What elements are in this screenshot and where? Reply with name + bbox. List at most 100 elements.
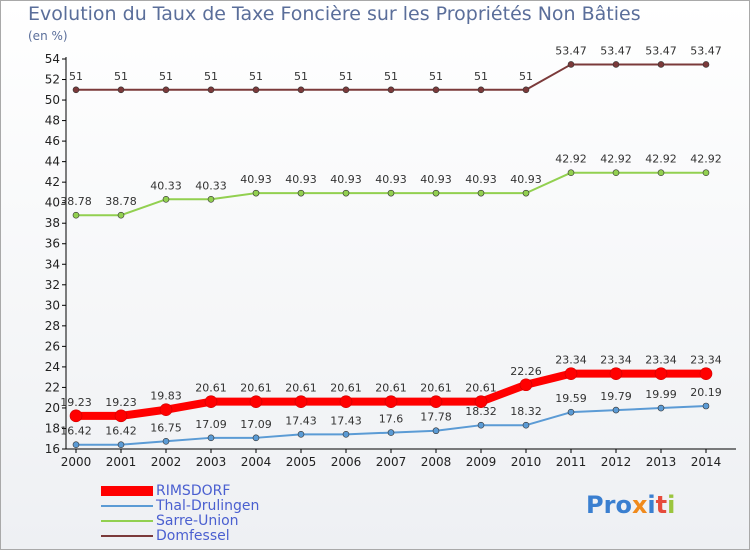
x-tick-label: 2006 [331, 455, 362, 469]
data-point [162, 195, 170, 203]
data-point [387, 86, 395, 94]
data-label: 40.33 [195, 179, 227, 192]
data-point [342, 86, 350, 94]
data-point [522, 86, 530, 94]
y-tick-label: 26 [45, 339, 60, 353]
chart-title: Evolution du Taux de Taxe Foncière sur l… [28, 3, 641, 25]
data-label: 51 [519, 70, 533, 83]
x-tick-label: 2001 [106, 455, 137, 469]
data-point [654, 367, 668, 380]
y-tick-label: 46 [45, 134, 60, 148]
data-point [657, 169, 665, 177]
legend-swatch [101, 535, 153, 537]
data-point [69, 409, 83, 423]
data-point [342, 431, 350, 438]
data-label: 51 [114, 70, 128, 83]
data-label: 23.34 [690, 354, 722, 367]
legend-swatch [101, 486, 153, 496]
data-label: 51 [294, 70, 308, 83]
data-label: 20.19 [690, 386, 722, 399]
data-point [567, 408, 575, 416]
proxiti-logo: Proxiti [586, 491, 675, 519]
x-tick-label: 2012 [601, 455, 632, 469]
data-label: 51 [69, 70, 83, 83]
data-point [432, 427, 440, 435]
data-point [297, 431, 305, 438]
data-point [117, 211, 125, 219]
x-tick-label: 2010 [511, 455, 542, 469]
data-label: 23.34 [600, 354, 632, 367]
data-label: 18.32 [465, 405, 497, 418]
y-tick-label: 30 [45, 298, 60, 312]
data-point [702, 169, 710, 177]
y-tick-label: 16 [45, 442, 60, 456]
data-label: 16.42 [105, 425, 137, 438]
data-label: 53.47 [600, 44, 632, 57]
logo-letter: r [603, 491, 616, 519]
data-label: 40.33 [150, 179, 182, 192]
x-tick-label: 2009 [466, 455, 497, 469]
y-tick-label: 32 [45, 278, 60, 292]
logo-letter: o [615, 491, 632, 519]
x-tick-label: 2003 [196, 455, 227, 469]
data-label: 38.78 [105, 195, 137, 208]
data-label: 51 [384, 70, 398, 83]
data-point [657, 61, 665, 68]
data-label: 42.92 [555, 153, 587, 166]
data-point [612, 406, 620, 414]
y-tick-label: 48 [45, 114, 60, 128]
y-tick-label: 42 [45, 175, 60, 189]
y-tick-label: 52 [45, 73, 60, 87]
data-point [699, 367, 713, 380]
data-label: 17.43 [285, 414, 317, 427]
data-point [612, 169, 620, 177]
y-tick-label: 22 [45, 380, 60, 394]
data-label: 16.75 [150, 421, 182, 434]
y-tick-label: 28 [45, 319, 60, 333]
y-tick-label: 34 [45, 257, 60, 271]
data-point [297, 86, 305, 94]
data-point [612, 61, 620, 68]
data-point [72, 211, 80, 219]
data-point [567, 169, 575, 177]
data-label: 19.83 [150, 390, 182, 403]
data-point [162, 438, 170, 445]
data-label: 20.61 [465, 382, 497, 395]
data-label: 17.09 [240, 418, 272, 431]
data-label: 19.79 [600, 390, 632, 403]
data-label: 40.93 [420, 173, 452, 186]
y-tick-label: 44 [45, 155, 60, 169]
data-label: 40.93 [285, 173, 317, 186]
data-label: 53.47 [645, 44, 677, 57]
y-tick-label: 36 [45, 237, 60, 251]
data-point [387, 189, 395, 197]
data-label: 38.78 [60, 195, 92, 208]
y-tick-label: 20 [45, 401, 60, 415]
data-label: 40.93 [510, 173, 542, 186]
logo-letter: t [655, 491, 668, 519]
logo-letter: P [586, 491, 604, 519]
data-point [522, 189, 530, 197]
data-point [474, 395, 488, 408]
x-tick-label: 2014 [691, 455, 722, 469]
data-point [207, 434, 215, 442]
legend-swatch [101, 505, 153, 507]
data-label: 42.92 [690, 153, 722, 166]
data-label: 17.43 [330, 414, 362, 427]
data-label: 20.61 [195, 382, 227, 395]
data-label: 51 [159, 70, 173, 83]
data-label: 23.34 [645, 354, 677, 367]
data-point [609, 367, 623, 380]
data-label: 40.93 [330, 173, 362, 186]
data-point [72, 441, 80, 448]
data-label: 19.99 [645, 388, 677, 401]
y-tick-label: 40 [45, 196, 60, 210]
data-label: 20.61 [420, 382, 452, 395]
data-point [702, 402, 710, 410]
x-tick-label: 2005 [286, 455, 317, 469]
data-point [519, 378, 533, 392]
unit-label: (en %) [28, 29, 68, 43]
x-tick-label: 2011 [556, 455, 587, 469]
